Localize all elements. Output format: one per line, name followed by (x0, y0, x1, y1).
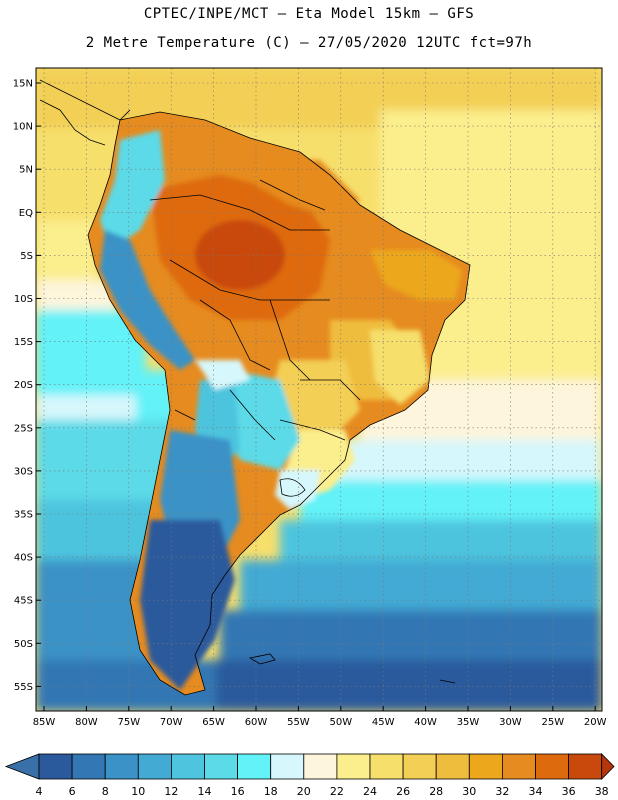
colorbar-swatch (402, 753, 437, 780)
lon-label: 70W (160, 717, 183, 728)
lon-label: 35W (457, 717, 480, 728)
lat-label: 5S (20, 251, 33, 262)
colorbar-swatch (170, 753, 205, 780)
lat-label: 15N (13, 79, 33, 90)
colorbar-label: 8 (102, 785, 109, 798)
lat-label: 10N (13, 122, 33, 133)
map-field (36, 68, 602, 711)
lon-label: 30W (499, 717, 522, 728)
colorbar-swatch (535, 753, 569, 780)
lon-label: 55W (287, 717, 310, 728)
colorbar-label: 32 (495, 785, 509, 798)
lon-label: 75W (117, 717, 140, 728)
colorbar-label: 10 (131, 785, 145, 798)
colorbar-swatch (270, 753, 305, 780)
lat-label: 5N (19, 165, 33, 176)
colorbar-swatch (204, 753, 238, 780)
axis-ticks (36, 82, 596, 711)
longitude-labels: 85W 80W 75W 70W 65W 60W 55W 50W 45W 40W 35W 30W 25W 2… (33, 717, 607, 728)
coastlines (39, 79, 471, 696)
lon-label: 20W (584, 717, 607, 728)
lat-label: 25S (14, 423, 33, 434)
lat-label: EQ (19, 208, 33, 219)
colorbar-low-arrow (4, 753, 40, 780)
lat-label: 20S (14, 380, 33, 391)
colorbar-label: 28 (429, 785, 443, 798)
colorbar-swatch (303, 753, 338, 780)
colorbar-swatch (104, 753, 139, 780)
lat-label: 30S (14, 466, 33, 477)
colorbar-label: 24 (363, 785, 377, 798)
colorbar-labels: 4 6 8 10 12 14 16 18 20 22 24 26 28 30 32 34 36 38 (36, 785, 609, 798)
title-line-2: 2 Metre Temperature (C) – 27/05/2020 12U… (85, 35, 533, 51)
colorbar (4, 753, 615, 780)
colorbar-swatch (435, 753, 470, 780)
title-line-1: CPTEC/INPE/MCT – Eta Model 15km – GFS (143, 6, 475, 22)
colorbar-label: 4 (36, 785, 43, 798)
colorbar-label: 34 (529, 785, 543, 798)
lat-label: 40S (14, 553, 33, 564)
colorbar-label: 38 (595, 785, 609, 798)
colorbar-high-arrow (601, 753, 615, 780)
lat-label: 45S (14, 596, 33, 607)
lat-label: 50S (14, 639, 33, 650)
lon-label: 80W (75, 717, 98, 728)
colorbar-swatch (468, 753, 503, 780)
lon-label: 50W (329, 717, 352, 728)
colorbar-label: 6 (69, 785, 76, 798)
colorbar-label: 16 (231, 785, 245, 798)
lat-label: 15S (14, 337, 33, 348)
map-frame (35, 67, 603, 712)
colorbar-label: 22 (330, 785, 344, 798)
colorbar-swatch (137, 753, 172, 780)
colorbar-label: 12 (164, 785, 178, 798)
colorbar-swatch (501, 753, 536, 780)
lon-label: 65W (202, 717, 225, 728)
lat-label: 35S (14, 510, 33, 521)
colorbar-label: 30 (462, 785, 476, 798)
lat-label: 55S (14, 682, 33, 693)
colorbar-swatch (38, 753, 73, 780)
colorbar-label: 26 (396, 785, 410, 798)
latitude-labels: 15N 10N 5N EQ 5S 10S 15S 20S 25S 30S 35S 40S 45S 50S 5… (13, 79, 33, 693)
colorbar-swatch (71, 753, 106, 780)
lat-label: 10S (14, 294, 33, 305)
colorbar-label: 18 (264, 785, 278, 798)
lon-label: 45W (372, 717, 395, 728)
lon-label: 60W (245, 717, 268, 728)
lon-label: 85W (33, 717, 56, 728)
colorbar-swatch (369, 753, 404, 780)
gridlines (36, 68, 602, 711)
colorbar-label: 14 (198, 785, 212, 798)
colorbar-swatch (237, 753, 272, 780)
colorbar-label: 20 (297, 785, 311, 798)
lon-label: 40W (414, 717, 437, 728)
colorbar-swatch (336, 753, 371, 780)
colorbar-swatch (568, 753, 603, 780)
lon-label: 25W (541, 717, 564, 728)
colorbar-label: 36 (562, 785, 576, 798)
